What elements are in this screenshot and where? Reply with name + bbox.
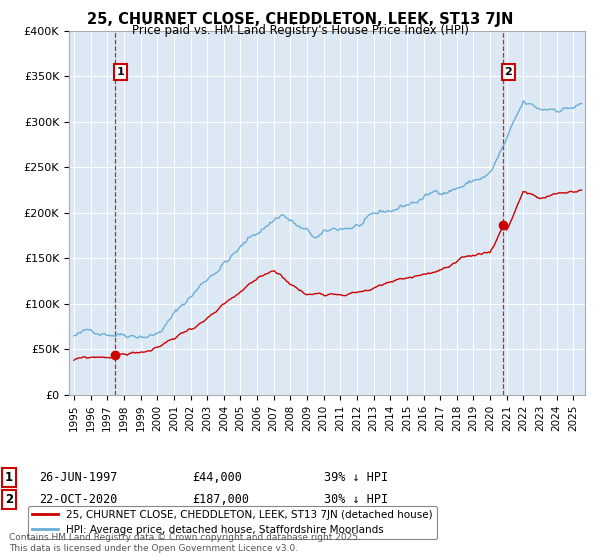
Text: Price paid vs. HM Land Registry's House Price Index (HPI): Price paid vs. HM Land Registry's House … xyxy=(131,24,469,36)
Text: 30% ↓ HPI: 30% ↓ HPI xyxy=(324,493,388,506)
Text: Contains HM Land Registry data © Crown copyright and database right 2025.
This d: Contains HM Land Registry data © Crown c… xyxy=(9,533,361,553)
Text: 26-JUN-1997: 26-JUN-1997 xyxy=(39,470,118,484)
Text: 2: 2 xyxy=(505,67,512,77)
Text: 22-OCT-2020: 22-OCT-2020 xyxy=(39,493,118,506)
Text: 1: 1 xyxy=(116,67,124,77)
Text: 1: 1 xyxy=(5,470,13,484)
Text: £187,000: £187,000 xyxy=(192,493,249,506)
Text: 39% ↓ HPI: 39% ↓ HPI xyxy=(324,470,388,484)
Text: £44,000: £44,000 xyxy=(192,470,242,484)
Legend: 25, CHURNET CLOSE, CHEDDLETON, LEEK, ST13 7JN (detached house), HPI: Average pri: 25, CHURNET CLOSE, CHEDDLETON, LEEK, ST1… xyxy=(28,506,437,539)
Text: 2: 2 xyxy=(5,493,13,506)
Text: 25, CHURNET CLOSE, CHEDDLETON, LEEK, ST13 7JN: 25, CHURNET CLOSE, CHEDDLETON, LEEK, ST1… xyxy=(87,12,513,27)
